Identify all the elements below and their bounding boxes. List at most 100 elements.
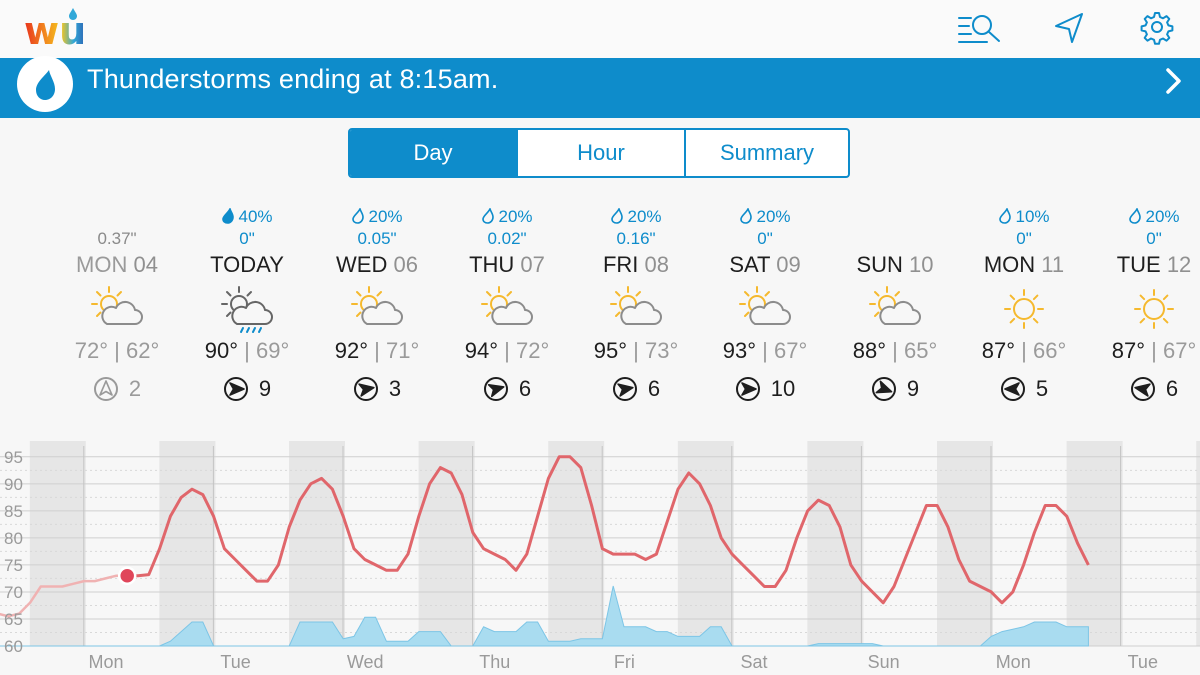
temp-low: 67° bbox=[773, 338, 808, 363]
day-column[interactable]: 20% 0.16" FRI 08 95° | 73° 6 bbox=[566, 200, 706, 404]
tab-day[interactable]: Day bbox=[350, 130, 516, 176]
tab-summary[interactable]: Summary bbox=[684, 130, 848, 176]
precip-chance: 20% bbox=[695, 206, 835, 228]
day-number: 07 bbox=[520, 252, 545, 277]
precip-chance-value: 20% bbox=[627, 207, 662, 226]
precip-chance bbox=[825, 206, 965, 228]
alert-badge bbox=[17, 56, 73, 112]
alert-banner[interactable]: Thunderstorms ending at 8:15am. bbox=[0, 56, 1200, 118]
x-tick-label: Thu bbox=[479, 652, 510, 672]
precip-amount bbox=[0, 228, 52, 250]
raindrop-icon bbox=[352, 206, 365, 224]
wind: 6 bbox=[1084, 374, 1200, 404]
top-bar: wu bbox=[0, 0, 1200, 58]
day-column[interactable]: 03 63° bbox=[0, 200, 52, 404]
hourly-temperature-chart[interactable]: 60 65 70 75 80 85 90 95 Mon Tue Wed Thu Fri Sat Sun Mon… bbox=[0, 438, 1200, 675]
wind-speed: 5 bbox=[1035, 376, 1049, 401]
day-label: MON bbox=[983, 252, 1036, 277]
precip-amount: 0.02" bbox=[487, 229, 527, 248]
day-name: SAT 09 bbox=[695, 250, 835, 280]
wind-speed: 10 bbox=[770, 376, 796, 401]
precip-chance-value: 20% bbox=[498, 207, 533, 226]
day-column[interactable]: 20% 0.05" WED 06 92° | 71° 3 bbox=[307, 200, 447, 404]
wind-direction-icon bbox=[612, 377, 637, 401]
day-name: MON 04 bbox=[47, 250, 187, 280]
day-number: 06 bbox=[393, 252, 418, 277]
precip-chance: 10% bbox=[954, 206, 1094, 228]
temp-low: 73° bbox=[644, 338, 679, 363]
x-tick-label: Wed bbox=[347, 652, 384, 672]
precip-chance: 20% bbox=[437, 206, 577, 228]
precip-chance-value: 40% bbox=[238, 207, 273, 226]
temperature-line-forecast bbox=[127, 455, 1090, 605]
y-tick-label: 65 bbox=[4, 610, 23, 629]
wind: 3 bbox=[307, 374, 447, 404]
day-column[interactable]: 20% 0" SAT 09 93° | 67° 10 bbox=[695, 200, 835, 404]
night-band bbox=[937, 441, 993, 646]
precip-amount: 0.16" bbox=[616, 229, 656, 248]
temperature-hi-lo: 95° | 73° bbox=[593, 338, 679, 363]
temp-high: 72° bbox=[74, 338, 109, 363]
raindrop-icon bbox=[999, 206, 1012, 224]
temperature-hi-lo: 92° | 71° bbox=[334, 338, 420, 363]
y-tick-label: 95 bbox=[4, 448, 23, 467]
night-band bbox=[29, 441, 86, 646]
night-band bbox=[289, 441, 345, 646]
precip-chance-value: 20% bbox=[368, 207, 403, 226]
x-tick-label: Mon bbox=[88, 652, 123, 672]
temp-low: 72° bbox=[515, 338, 550, 363]
day-column[interactable]: 20% 0.02" THU 07 94° | 72° 6 bbox=[437, 200, 577, 404]
temp-low: 66° bbox=[1032, 338, 1067, 363]
precip-chance-value: 10% bbox=[1015, 207, 1050, 226]
precip-amount: 0" bbox=[239, 229, 255, 248]
day-name: TUE 12 bbox=[1084, 250, 1200, 280]
search-list-icon[interactable] bbox=[957, 10, 1001, 46]
day-label: MON bbox=[76, 252, 128, 277]
temperature-hi-lo: 93° | 67° bbox=[722, 338, 808, 363]
day-column[interactable]: 20% 0" TUE 12 87° | 67° 6 bbox=[1084, 200, 1200, 404]
precip-amount: 0" bbox=[1146, 229, 1162, 248]
temp-high: 94° bbox=[464, 338, 499, 363]
wind-direction-icon bbox=[1130, 377, 1155, 401]
precip-amount: 0.05" bbox=[357, 229, 397, 248]
wind: 9 bbox=[825, 374, 965, 404]
y-tick-label: 80 bbox=[4, 529, 23, 548]
wind: 6 bbox=[566, 374, 706, 404]
sunny-icon bbox=[1134, 289, 1174, 329]
wu-logo[interactable]: wu bbox=[22, 6, 86, 48]
wind: 10 bbox=[695, 374, 835, 404]
precip-amount: 0.37" bbox=[97, 229, 137, 248]
temperature-line-past bbox=[0, 574, 128, 618]
temp-low: 65° bbox=[903, 338, 938, 363]
partly-cloudy-icon bbox=[739, 286, 791, 325]
day-column[interactable]: SUN 10 88° | 65° 9 bbox=[825, 200, 965, 404]
wind-direction-icon bbox=[353, 377, 378, 401]
chevron-right-icon[interactable] bbox=[1163, 66, 1185, 96]
tab-hour[interactable]: Hour bbox=[516, 130, 684, 176]
x-tick-label: Tue bbox=[220, 652, 250, 672]
thunderstorm-rain-icon bbox=[221, 286, 273, 333]
gear-icon[interactable] bbox=[1136, 10, 1180, 46]
wind-direction-icon bbox=[483, 377, 508, 401]
temp-high: 87° bbox=[1111, 338, 1146, 363]
x-tick-label: Fri bbox=[614, 652, 635, 672]
y-tick-label: 60 bbox=[4, 637, 23, 656]
precip-chance bbox=[0, 206, 52, 228]
night-band bbox=[807, 441, 864, 646]
precip-chance-value: 20% bbox=[756, 207, 791, 226]
precip-amount: 0" bbox=[1016, 229, 1032, 248]
partly-cloudy-icon bbox=[610, 286, 662, 325]
temperature-hi-lo: 88° | 65° bbox=[852, 338, 938, 363]
day-label: SUN bbox=[856, 252, 903, 277]
day-column[interactable]: 0.37" MON 04 72° | 62° 2 bbox=[47, 200, 187, 404]
day-name: THU 07 bbox=[437, 250, 577, 280]
location-arrow-icon[interactable] bbox=[1048, 10, 1092, 46]
wind-direction-icon bbox=[223, 377, 248, 401]
day-column[interactable]: 10% 0" MON 11 87° | 66° 5 bbox=[954, 200, 1094, 404]
day-label: TODAY bbox=[210, 252, 284, 277]
day-name: 03 bbox=[0, 250, 52, 280]
day-column[interactable]: 40% 0" TODAY 90° | 69° 9 bbox=[177, 200, 317, 404]
day-label: FRI bbox=[602, 252, 639, 277]
wind: 5 bbox=[954, 374, 1094, 404]
raindrop-icon bbox=[611, 206, 624, 224]
